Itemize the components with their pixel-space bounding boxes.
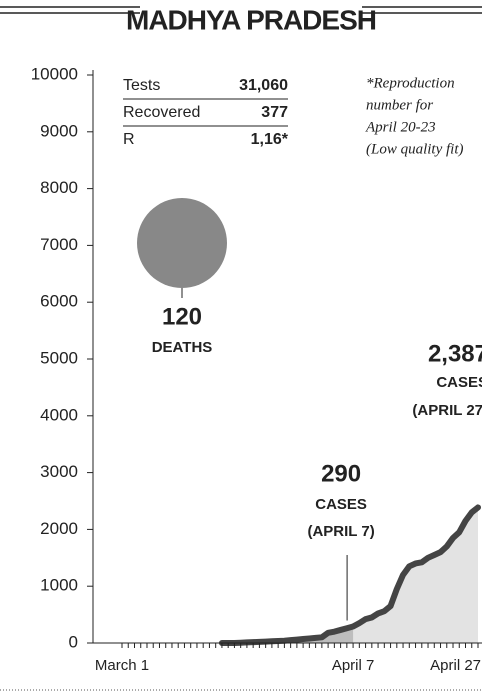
y-tick-label: 3000 bbox=[40, 462, 78, 481]
annotation: (APRIL 27) bbox=[412, 402, 482, 419]
stat-value: 377 bbox=[261, 104, 288, 121]
annotation: 2,387 bbox=[428, 340, 482, 367]
deaths-label: DEATHS bbox=[152, 339, 213, 356]
y-tick-label: 2000 bbox=[40, 519, 78, 538]
footnote: April 20-23 bbox=[365, 119, 436, 135]
stat-value: 1,16* bbox=[251, 131, 289, 148]
y-tick-label: 5000 bbox=[40, 348, 78, 367]
y-tick-label: 7000 bbox=[40, 235, 78, 254]
footnote: (Low quality fit) bbox=[366, 141, 464, 157]
y-tick-label: 4000 bbox=[40, 405, 78, 424]
y-tick-label: 10000 bbox=[31, 64, 78, 83]
x-tick-label: April 27 bbox=[430, 657, 481, 674]
stat-label: R bbox=[123, 131, 135, 148]
y-tick-label: 6000 bbox=[40, 292, 78, 311]
annotation: 290 bbox=[321, 460, 361, 487]
x-tick-label: March 1 bbox=[95, 657, 149, 674]
chart-title: MADHYA PRADESH bbox=[126, 4, 376, 35]
stat-label: Recovered bbox=[123, 104, 200, 121]
annotation: (APRIL 7) bbox=[307, 523, 374, 540]
area bbox=[221, 507, 479, 643]
line bbox=[218, 504, 481, 646]
y-tick-label: 0 bbox=[69, 632, 78, 651]
stat-value: 31,060 bbox=[239, 77, 288, 94]
footnote: number for bbox=[366, 97, 433, 113]
y-tick-label: 1000 bbox=[40, 576, 78, 595]
footnote: *Reproduction bbox=[366, 75, 455, 91]
y-tick-label: 9000 bbox=[40, 121, 78, 140]
y-tick-label: 8000 bbox=[40, 178, 78, 197]
deaths-circle bbox=[137, 198, 227, 288]
annotation: CASES bbox=[315, 496, 367, 513]
annotation: CASES bbox=[436, 374, 482, 391]
deaths-value: 120 bbox=[162, 303, 202, 330]
stat-label: Tests bbox=[123, 77, 160, 94]
x-tick-label: April 7 bbox=[332, 657, 375, 674]
